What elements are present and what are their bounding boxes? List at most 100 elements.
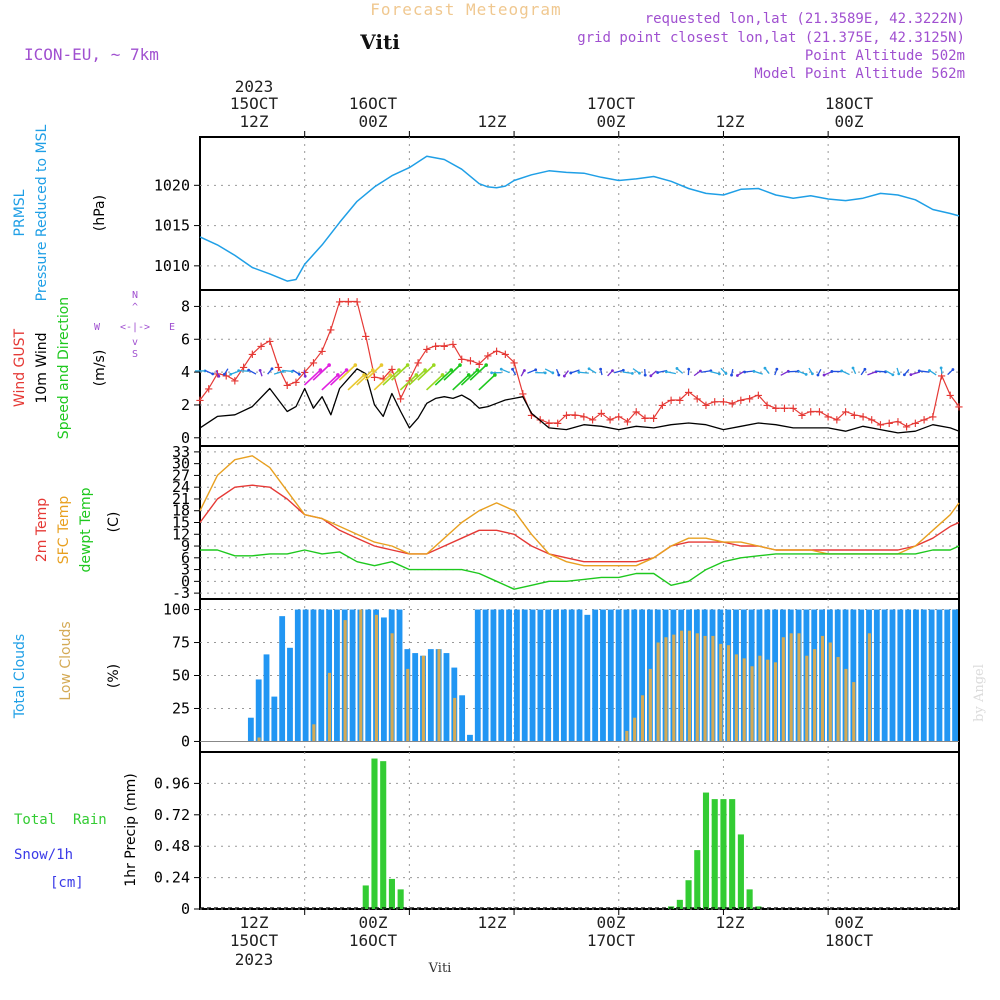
wind-gust-marker: + (553, 416, 561, 432)
low-cloud-bar (640, 695, 645, 742)
low-cloud-bar (374, 614, 379, 742)
rain-bar (737, 834, 744, 909)
rain-bar (676, 899, 683, 909)
total-cloud-bar (279, 616, 286, 742)
pressure-label-msl: Pressure Reduced to MSL (34, 124, 50, 301)
total-cloud-bar (294, 609, 301, 742)
low-cloud-bar (656, 642, 660, 742)
total-cloud-bar (482, 609, 489, 742)
low-cloud-bar (750, 666, 754, 742)
wind-gust-marker: + (728, 396, 736, 412)
total-cloud-bar (545, 609, 552, 742)
wind-gust-marker: + (763, 398, 771, 414)
wind-direction-arrowhead (951, 368, 955, 371)
wind-gust-marker: + (466, 354, 474, 370)
low-cloud-bar (805, 655, 809, 742)
footer-location: Viti (428, 961, 452, 976)
total-cloud-bar (607, 609, 614, 742)
wind-gust-marker: + (745, 391, 753, 407)
wind-gust-marker: + (510, 355, 518, 371)
wind-gust-marker: + (266, 334, 274, 350)
wind-gust-marker: + (519, 386, 527, 402)
wind-direction-arrow (408, 369, 426, 386)
wind-direction-arrowhead (587, 367, 591, 371)
wind-direction-arrowhead (649, 374, 653, 378)
y-tick-label: 18 (172, 502, 190, 520)
compass-west: W (94, 322, 101, 333)
total-cloud-bar (584, 614, 591, 742)
wind-direction-arrowhead (270, 367, 274, 371)
rain-bar (362, 885, 369, 909)
total-cloud-bar (944, 609, 951, 742)
temp-2m-label: 2m Temp (34, 498, 50, 562)
compass-east: E (169, 322, 175, 333)
wind-gust-marker: + (789, 401, 797, 417)
gridpoint-coords: grid point closest lon,lat (21.375E, 42.… (577, 30, 965, 46)
wind-gust-marker: + (484, 349, 492, 365)
low-cloud-bar (844, 668, 848, 742)
total-cloud-bar (592, 609, 599, 742)
wind-direction-arrow (478, 374, 496, 391)
wind-direction-arrow (500, 368, 510, 374)
total-cloud-bar (443, 653, 450, 742)
wind-direction-arrowhead (523, 369, 526, 372)
wind-gust-marker: + (815, 405, 823, 421)
wind-direction-arrow (312, 364, 330, 381)
wind-gust-marker: + (545, 416, 553, 432)
bottom-tick-label: 12Z (716, 913, 745, 932)
wind-gust-marker: + (292, 375, 300, 391)
y-tick-label: 12 (172, 525, 190, 543)
wind-direction-arrow (780, 370, 789, 376)
y-tick-label: 21 (172, 490, 190, 508)
total-cloud-bar (490, 609, 497, 742)
wind-direction-arrow (417, 364, 435, 381)
top-tick-label: 15OCT (230, 94, 279, 113)
wind-gust-marker: + (798, 408, 806, 424)
wind-direction-arrow (399, 374, 417, 391)
rain-bar (371, 758, 378, 909)
total-cloud-bar (615, 609, 622, 742)
wind-gust-marker: + (667, 393, 675, 409)
wind-gust-marker: + (850, 408, 858, 424)
wind-direction-arrow (303, 369, 321, 386)
low-cloud-bar (734, 654, 738, 742)
wind-gust-line (199, 300, 960, 427)
pressure-line (199, 155, 960, 282)
wind-gust-marker: + (327, 322, 335, 338)
wind-gust-marker: + (449, 337, 457, 353)
wind-gust-marker: + (911, 416, 919, 432)
wind-gust-marker: + (623, 414, 631, 430)
wind-gust-marker: + (248, 347, 256, 363)
total-cloud-bar (928, 609, 935, 742)
total-cloud-bar (905, 609, 912, 742)
wind-gust-marker: + (388, 362, 396, 378)
total-cloud-bar (576, 609, 583, 742)
wind-direction-arrow (570, 369, 580, 374)
top-time-axis: 2023 15OCT 12Z 16OCT 00Z 12Z 17OCT 00Z 1… (230, 77, 874, 131)
wind-direction-arrowhead (297, 372, 301, 376)
total-cloud-bar (537, 609, 544, 742)
wind-direction-arrowhead (611, 369, 614, 373)
wind-gust-marker: + (423, 342, 431, 358)
wind-gust-marker: + (562, 408, 570, 424)
total-cloud-bar (255, 679, 262, 742)
wind-direction-arrowhead (423, 368, 427, 372)
wind-gust-marker: + (641, 411, 649, 427)
wind-direction-arrowhead (222, 372, 226, 376)
clouds-total-label: Total Clouds (12, 634, 28, 719)
wind-direction-arrowhead (557, 373, 561, 377)
wind-gust-marker: + (806, 405, 814, 421)
low-cloud-bar (312, 724, 316, 742)
wind-direction-arrow (426, 374, 444, 391)
wind-direction-arrowhead (687, 367, 691, 371)
model-point-altitude: Model Point Altitude 562m (754, 66, 965, 82)
wind-gust-marker: + (318, 344, 326, 360)
total-cloud-bar (521, 609, 528, 742)
wind-direction-arrow (666, 371, 676, 375)
rain-bar (746, 889, 753, 909)
top-tick-label: 17OCT (587, 94, 636, 113)
wind-direction-arrowhead (490, 371, 494, 375)
total-cloud-bar (936, 609, 943, 742)
wind-direction-arrow (622, 371, 633, 375)
clouds-low-label: Low Clouds (58, 621, 74, 700)
